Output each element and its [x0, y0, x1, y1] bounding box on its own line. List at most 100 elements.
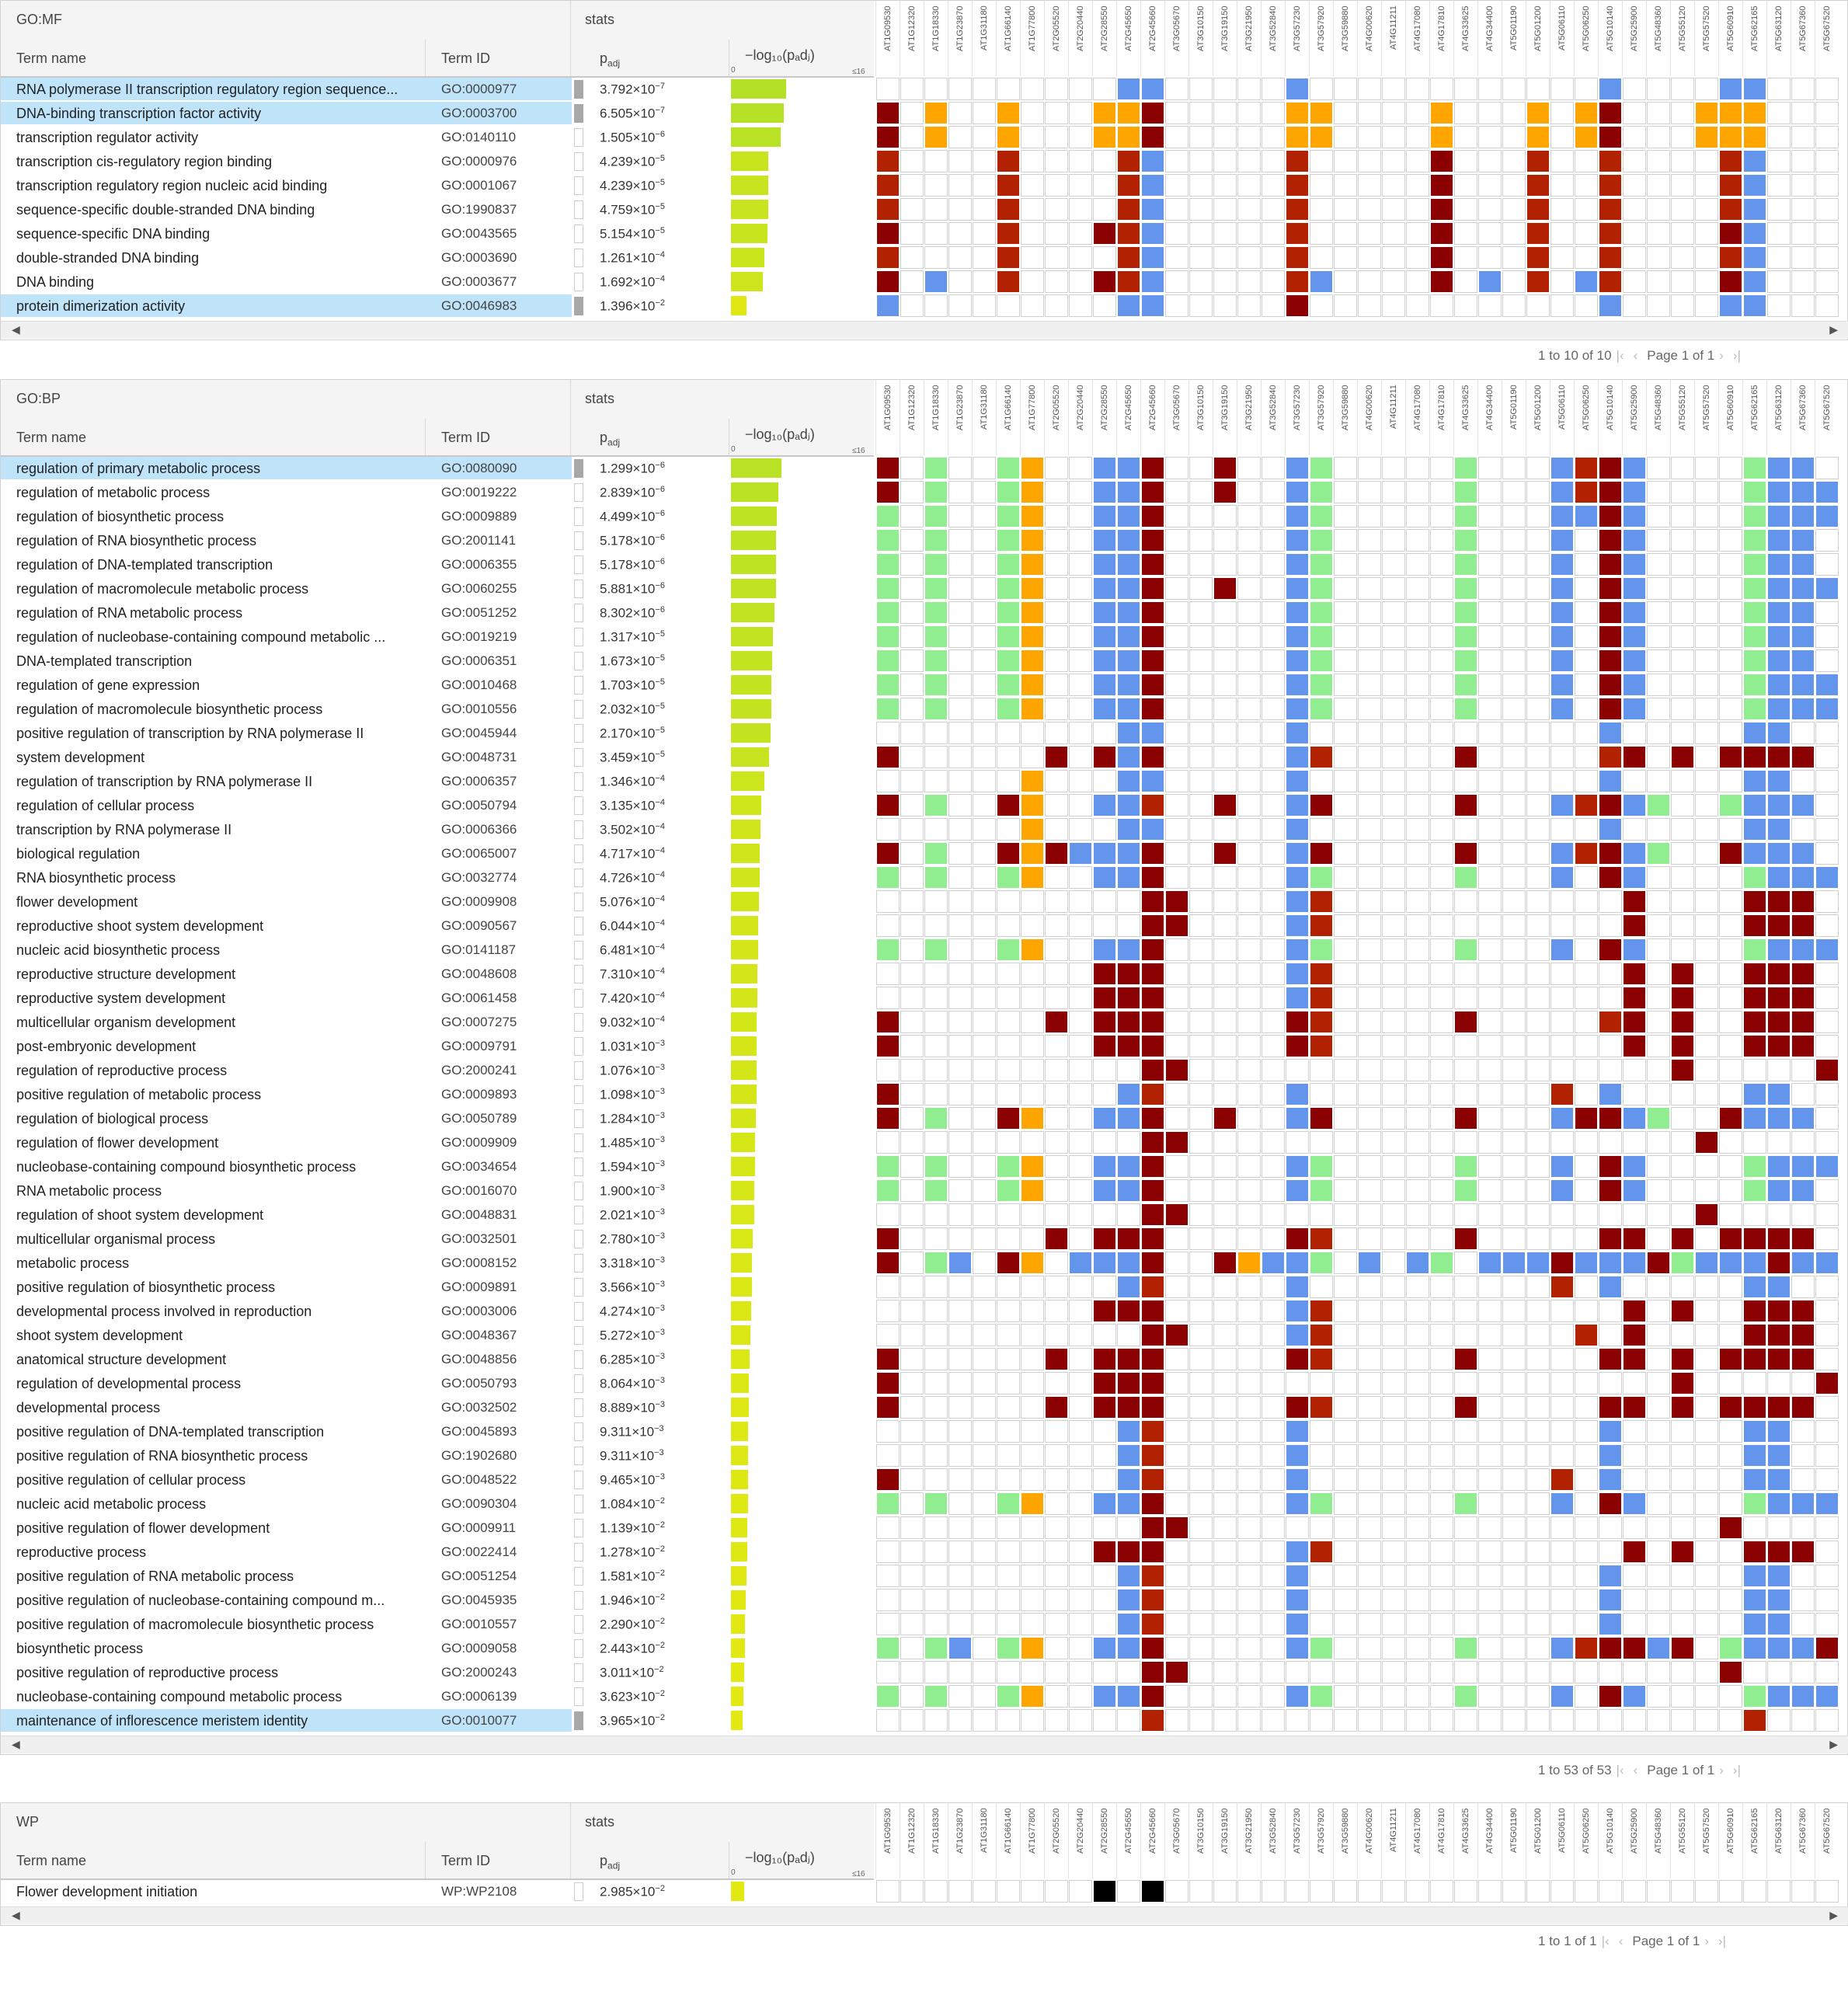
gene-cell[interactable] [1430, 1107, 1453, 1130]
gene-cell[interactable] [1021, 601, 1044, 624]
gene-cell[interactable] [1478, 794, 1502, 816]
gene-cell[interactable] [1310, 1011, 1333, 1033]
gene-cell[interactable] [1647, 1444, 1670, 1467]
gene-label[interactable]: AT5G25900 [1630, 5, 1639, 51]
gene-cell[interactable] [1623, 78, 1646, 100]
gene-cell[interactable] [1045, 150, 1068, 172]
gene-cell[interactable] [973, 674, 996, 696]
gene-cell[interactable] [1165, 1661, 1188, 1683]
gene-cell[interactable] [1382, 794, 1405, 816]
gene-cell[interactable] [1767, 1468, 1791, 1491]
table-row[interactable]: nucleic acid metabolic process GO:0090304… [1, 1492, 1839, 1516]
gene-cell[interactable] [1791, 1468, 1815, 1491]
gene-cell[interactable] [1743, 1252, 1766, 1274]
gene-cell[interactable] [1117, 746, 1140, 768]
gene-cell[interactable] [1334, 866, 1357, 889]
gene-cell[interactable] [1286, 1541, 1309, 1563]
gene-cell[interactable] [1719, 1348, 1742, 1370]
table-row[interactable]: regulation of flower development GO:00099… [1, 1130, 1839, 1154]
gene-cell[interactable] [1021, 1396, 1044, 1419]
gene-cell[interactable] [1575, 1348, 1598, 1370]
gene-cell[interactable] [1189, 1492, 1213, 1515]
gene-cell[interactable] [1502, 914, 1526, 937]
gene-cell[interactable] [1671, 1541, 1694, 1563]
gene-cell[interactable] [1358, 794, 1381, 816]
term-name[interactable]: transcription by RNA polymerase II [16, 822, 232, 837]
gene-cell[interactable] [997, 601, 1020, 624]
gene-cell[interactable] [1189, 1444, 1213, 1467]
gene-cell[interactable] [1502, 698, 1526, 720]
gene-cell[interactable] [1286, 1179, 1309, 1202]
gene-cell[interactable] [1069, 794, 1092, 816]
gene-cell[interactable] [1502, 1516, 1526, 1539]
gene-label[interactable]: AT5G06110 [1557, 1808, 1567, 1853]
gene-cell[interactable] [1189, 126, 1213, 148]
gene-cell[interactable] [997, 270, 1020, 293]
gene-cell[interactable] [1358, 505, 1381, 527]
gene-cell[interactable] [1358, 1203, 1381, 1226]
gene-cell[interactable] [1815, 625, 1839, 648]
gene-cell[interactable] [1815, 174, 1839, 197]
gene-cell[interactable] [876, 1589, 900, 1611]
gene-cell[interactable] [924, 1179, 948, 1202]
gene-cell[interactable] [973, 938, 996, 961]
gene-cell[interactable] [948, 1059, 972, 1081]
gene-cell[interactable] [1262, 126, 1285, 148]
gene-cell[interactable] [876, 222, 900, 245]
gene-cell[interactable] [1719, 1131, 1742, 1154]
gene-cell[interactable] [1021, 1613, 1044, 1635]
gene-cell[interactable] [973, 625, 996, 648]
table-row[interactable]: positive regulation of RNA metabolic pro… [1, 1564, 1839, 1588]
gene-cell[interactable] [1599, 529, 1622, 552]
gene-cell[interactable] [948, 1011, 972, 1033]
gene-cell[interactable] [1575, 987, 1598, 1009]
gene-cell[interactable] [1550, 1227, 1574, 1250]
horizontal-scrollbar[interactable]: ◀ ▶ [1, 1906, 1848, 1924]
gene-cell[interactable] [1575, 1131, 1598, 1154]
gene-cell[interactable] [1334, 1155, 1357, 1178]
gene-cell[interactable] [1815, 102, 1839, 124]
gene-cell[interactable] [1286, 698, 1309, 720]
gene-cell[interactable] [1237, 1880, 1261, 1903]
gene-cell[interactable] [1286, 914, 1309, 937]
gene-cell[interactable] [924, 601, 948, 624]
gene-cell[interactable] [1286, 818, 1309, 841]
gene-cell[interactable] [1430, 890, 1453, 913]
gene-cell[interactable] [1623, 198, 1646, 221]
gene-cell[interactable] [1382, 1203, 1405, 1226]
gene-label[interactable]: AT3G52840 [1269, 1808, 1278, 1854]
gene-cell[interactable] [1358, 294, 1381, 317]
gene-cell[interactable] [1189, 818, 1213, 841]
gene-cell[interactable] [1069, 1155, 1092, 1178]
gene-cell[interactable] [1767, 842, 1791, 865]
gene-cell[interactable] [876, 505, 900, 527]
gene-label[interactable]: AT5G01200 [1533, 1808, 1543, 1854]
gene-cell[interactable] [1623, 987, 1646, 1009]
gene-cell[interactable] [1406, 102, 1429, 124]
gene-cell[interactable] [1237, 1685, 1261, 1708]
gene-cell[interactable] [1310, 1372, 1333, 1394]
gene-cell[interactable] [1189, 890, 1213, 913]
gene-cell[interactable] [1262, 722, 1285, 744]
gene-cell[interactable] [1430, 222, 1453, 245]
gene-cell[interactable] [1526, 505, 1550, 527]
gene-cell[interactable] [1189, 1541, 1213, 1563]
gene-cell[interactable] [1045, 1516, 1068, 1539]
table-row[interactable]: protein dimerization activity GO:0046983 1… [1, 294, 1839, 318]
term-name[interactable]: regulation of macromolecule metabolic pr… [16, 581, 309, 597]
gene-cell[interactable] [1719, 1541, 1742, 1563]
gene-cell[interactable] [1767, 1155, 1791, 1178]
gene-cell[interactable] [997, 1300, 1020, 1322]
gene-cell[interactable] [1430, 1131, 1453, 1154]
gene-cell[interactable] [1117, 1468, 1140, 1491]
last-page-icon[interactable]: ›| [1732, 1763, 1741, 1777]
gene-cell[interactable] [1743, 1420, 1766, 1443]
gene-cell[interactable] [1165, 890, 1188, 913]
gene-cell[interactable] [1286, 1468, 1309, 1491]
gene-cell[interactable] [1165, 1516, 1188, 1539]
gene-label[interactable]: AT1G09530 [883, 5, 893, 51]
gene-cell[interactable] [1550, 1637, 1574, 1659]
gene-cell[interactable] [1310, 1516, 1333, 1539]
gene-cell[interactable] [1165, 1083, 1188, 1105]
gene-cell[interactable] [1117, 1444, 1140, 1467]
